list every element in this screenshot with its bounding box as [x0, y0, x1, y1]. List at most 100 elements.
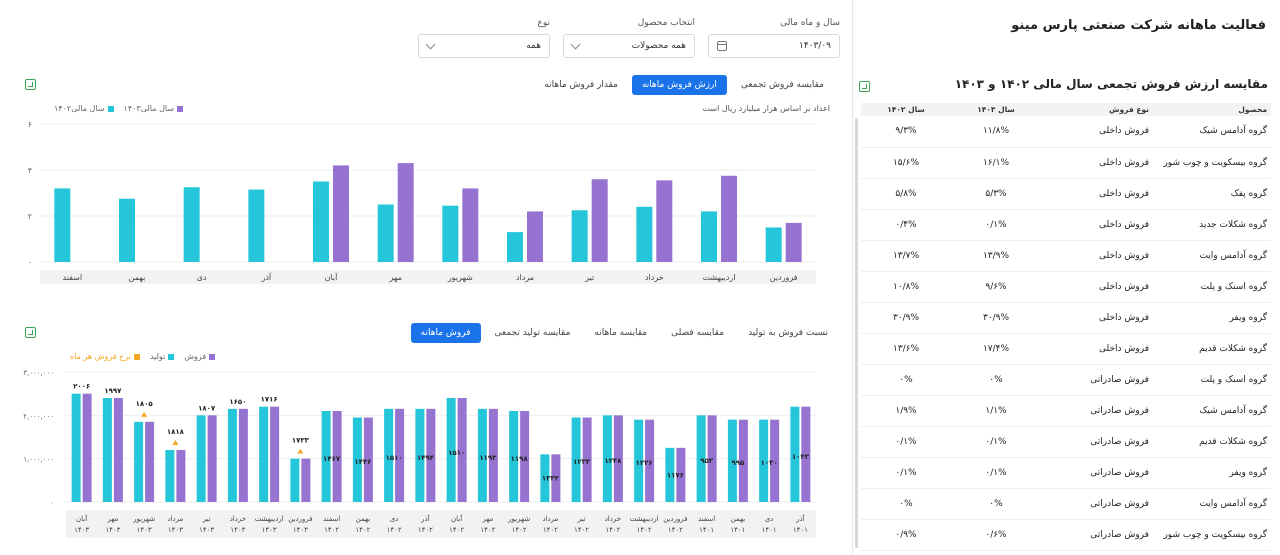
bar-1402 — [571, 210, 588, 262]
x-tick-year: ۱۴۰۲ — [480, 526, 495, 534]
bar-sales — [488, 408, 498, 502]
x-tick-year: ۱۴۰۲ — [574, 526, 589, 534]
x-tick-month: شهریور — [132, 515, 155, 523]
bar-sales — [801, 406, 811, 502]
bar-1403 — [527, 211, 543, 262]
bar-1402 — [248, 189, 265, 262]
tab-monthly-sales[interactable]: فروش ماهانه — [410, 323, 481, 343]
legend-swatch — [209, 353, 216, 360]
bar-1402 — [442, 205, 459, 262]
cell-1403: ۱۱/۸% — [951, 116, 1041, 148]
tab-sales-production-ratio[interactable]: نسبت فروش به تولید — [748, 328, 828, 338]
cell-1402: ۱۰/۸% — [861, 271, 951, 303]
cell-1403: ۰/۶% — [951, 519, 1041, 551]
period-select[interactable]: ۱۴۰۳/۰۹ — [708, 34, 840, 58]
table-row[interactable]: گروه بیسکویت و چوب شور فروش صادراتی ۰/۶% ۰/… — [861, 519, 1271, 551]
table-row[interactable]: گروه آدامس وایت فروش داخلی ۱۳/۹% ۱۳/۷% — [861, 240, 1271, 272]
table-title: مقایسه ارزش فروش تجمعی سال مالی ۱۴۰۲ و ۱… — [954, 77, 1268, 91]
tab-monthly-value[interactable]: ارزش فروش ماهانه — [631, 75, 727, 95]
table-row[interactable]: گروه شکلات قدیم فروش داخلی ۱۷/۴% ۱۳/۶% — [861, 333, 1271, 365]
bar-sales — [113, 398, 123, 502]
tab-seasonal-compare[interactable]: مقایسه فصلی — [671, 328, 725, 338]
excel-export-icon[interactable] — [25, 327, 36, 338]
rate-label: ۱۰۴۳ — [792, 453, 810, 461]
legend-item[interactable]: فروش — [184, 352, 216, 361]
x-tick-month: اردیبهشت — [630, 515, 659, 523]
cell-1402: ۱۳/۶% — [861, 333, 951, 365]
product-filter: انتخاب محصول همه محصولات — [563, 18, 695, 58]
calendar-icon — [717, 41, 727, 51]
bar-sales — [395, 408, 405, 502]
tab-monthly-quantity[interactable]: مقدار فروش ماهانه — [544, 80, 618, 90]
product-select[interactable]: همه محصولات — [563, 34, 695, 58]
cell-product: گروه شکلات قدیم — [1153, 333, 1271, 365]
table-row[interactable]: گروه آدامس شیک فروش صادراتی ۱/۱% ۱/۹% — [861, 395, 1271, 427]
table-row[interactable]: گروه آدامس وایت فروش صادراتی ۰% ۰% — [861, 488, 1271, 520]
bar-production — [415, 408, 425, 502]
x-tick-year: ۱۴۰۲ — [324, 526, 339, 534]
table-row[interactable]: گروه آدامس شیک فروش داخلی ۱۱/۸% ۹/۳% — [861, 116, 1271, 148]
rate-label: ۱۵۱۰ — [386, 454, 403, 462]
bar-sales — [207, 415, 217, 502]
column-header-1403[interactable]: سال ۱۴۰۳ — [951, 103, 1041, 116]
legend-item[interactable]: تولید — [150, 352, 175, 361]
legend-swatch — [133, 353, 140, 360]
table-scrollbar[interactable] — [855, 118, 858, 548]
bar-1403 — [591, 179, 608, 262]
table-row[interactable]: گروه اسنک و پلت فروش داخلی ۹/۶% ۱۰/۸% — [861, 271, 1271, 303]
y-tick-label: ۲ — [28, 212, 32, 221]
column-header-sale-type[interactable]: نوع فروش — [1041, 103, 1153, 116]
y-tick-label: ۱,۰۰۰,۰۰۰ — [23, 456, 54, 464]
cell-sale-type: فروش صادراتی — [1041, 426, 1153, 458]
bar-production — [634, 419, 644, 502]
cell-sale-type: فروش داخلی — [1041, 178, 1153, 210]
bar-production — [134, 421, 144, 502]
legend-item[interactable]: نرخ فروش هر ماه — [70, 352, 140, 361]
y-tick-label: ۶ — [28, 120, 32, 129]
x-tick-year: ۱۴۰۳ — [262, 526, 277, 534]
bar-production — [102, 398, 112, 502]
x-tick-year: ۱۴۰۳ — [137, 526, 152, 534]
legend-item[interactable]: سال مالی۱۴۰۲ — [54, 104, 114, 113]
legend-item[interactable]: سال مالی۱۴۰۳ — [124, 104, 184, 113]
x-tick-year: ۱۴۰۲ — [605, 526, 620, 534]
table-row[interactable]: گروه ویفر فروش صادراتی ۰/۱% ۰/۱% — [861, 457, 1271, 489]
cell-product: گروه بیسکویت و چوب شور — [1153, 147, 1271, 179]
table-row[interactable]: گروه پفک فروش داخلی ۵/۳% ۵/۸% — [861, 178, 1271, 210]
table-row[interactable]: گروه اسنک و پلت فروش صادراتی ۰% ۰% — [861, 364, 1271, 396]
bar-production — [71, 393, 81, 502]
table-row[interactable]: گروه ویفر فروش داخلی ۳۰/۹% ۳۰/۹% — [861, 302, 1271, 334]
cell-1402: ۰/۹% — [861, 519, 951, 551]
x-tick-year: ۱۴۰۳ — [230, 526, 245, 534]
rate-label: ۱۲۲۶ — [636, 459, 653, 467]
x-tick-month: دی — [390, 515, 399, 523]
excel-export-icon[interactable] — [25, 79, 36, 90]
period-value: ۱۴۰۳/۰۹ — [798, 41, 831, 51]
column-header-1402[interactable]: سال ۱۴۰۲ — [861, 103, 951, 116]
bar-1402 — [54, 188, 71, 262]
x-tick-year: ۱۴۰۲ — [543, 526, 558, 534]
rate-label: ۱۱۹۸ — [511, 455, 529, 463]
table-row[interactable]: گروه شکلات جدید فروش داخلی ۰/۱% ۰/۴% — [861, 209, 1271, 241]
tab-cumulative-sales[interactable]: مقایسه فروش تجمعی — [740, 80, 824, 90]
bar-1403 — [785, 222, 802, 262]
table-row[interactable]: گروه بیسکویت و چوب شور فروش داخلی ۱۶/۱% ۱۵/… — [861, 147, 1271, 179]
bottom-chart-tabs: فروش ماهانه مقایسه تولید تجمعی مقایسه ما… — [410, 323, 838, 343]
bar-sales — [676, 447, 686, 502]
table-header-row: محصول نوع فروش سال ۱۴۰۳ سال ۱۴۰۲ — [861, 103, 1271, 116]
tab-monthly-compare[interactable]: مقایسه ماهانه — [594, 328, 648, 338]
cell-1402: ۹/۳% — [861, 116, 951, 148]
table-row[interactable]: گروه شکلات قدیم فروش صادراتی ۰/۱% ۰/۱% — [861, 426, 1271, 458]
tab-cumulative-production[interactable]: مقایسه تولید تجمعی — [494, 328, 571, 338]
type-value: همه — [526, 41, 541, 51]
cell-sale-type: فروش صادراتی — [1041, 488, 1153, 520]
period-filter-label: سال و ماه مالی — [780, 18, 840, 28]
column-header-product[interactable]: محصول — [1153, 103, 1271, 116]
bar-1402 — [636, 206, 653, 262]
cell-sale-type: فروش صادراتی — [1041, 457, 1153, 489]
bar-production — [446, 398, 456, 502]
type-select[interactable]: همه — [418, 34, 550, 58]
excel-export-icon[interactable] — [859, 81, 870, 92]
legend-label: فروش — [184, 352, 207, 361]
x-axis-band — [40, 270, 816, 284]
